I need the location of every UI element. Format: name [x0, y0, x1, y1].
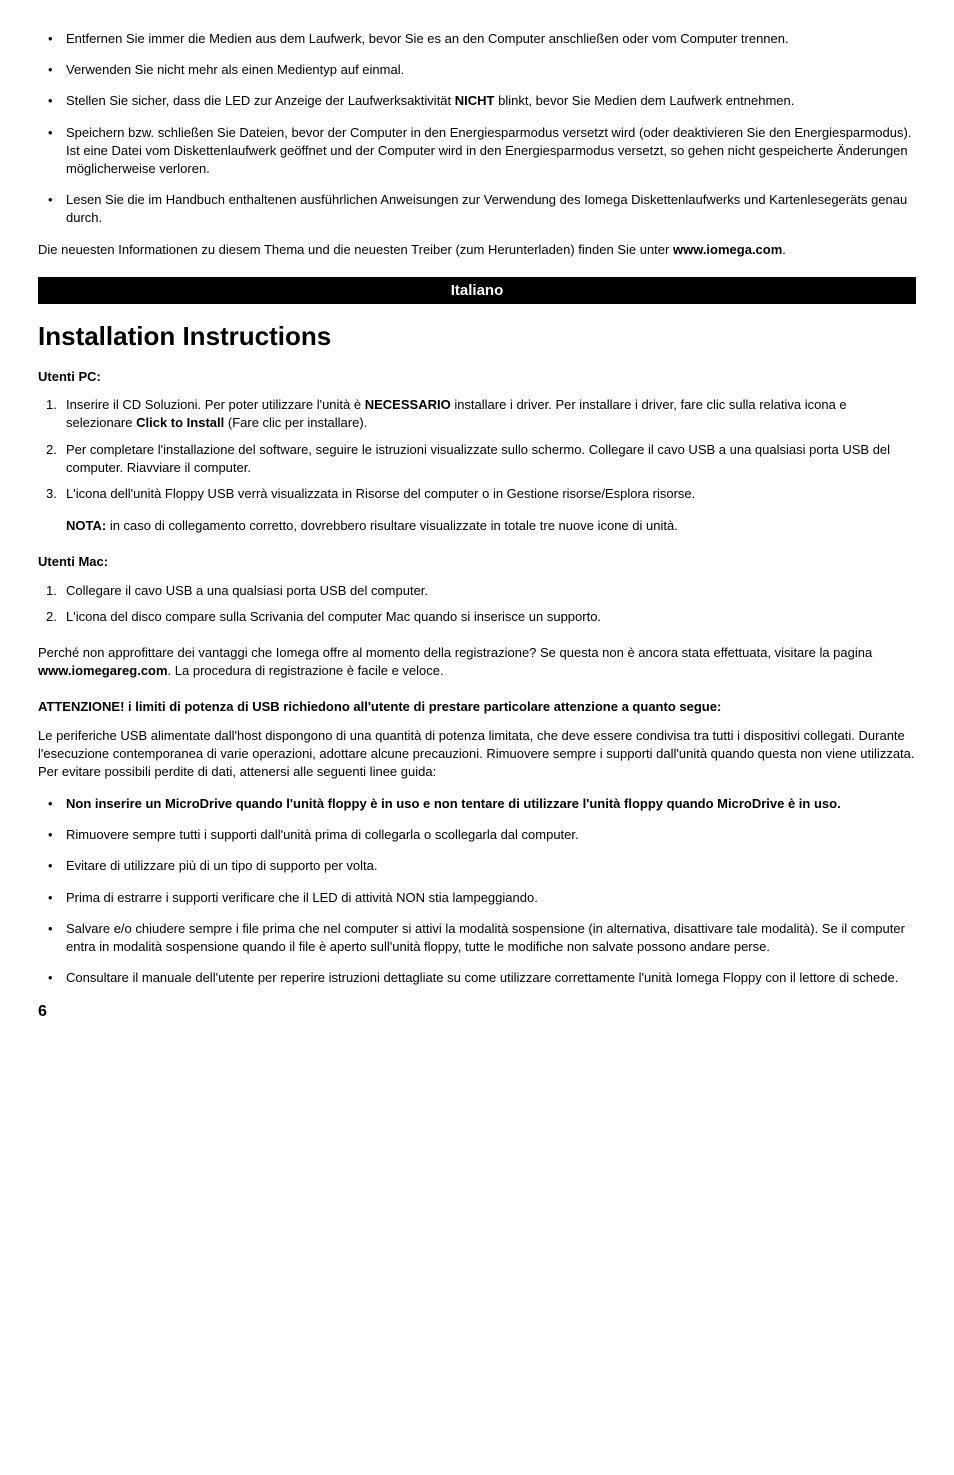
list-item: Stellen Sie sicher, dass die LED zur Anz… — [38, 92, 916, 110]
list-item: Non inserire un MicroDrive quando l'unit… — [38, 795, 916, 813]
german-bullet-list: Entfernen Sie immer die Medien aus dem L… — [38, 30, 916, 228]
list-item: Consultare il manuale dell'utente per re… — [38, 969, 916, 987]
attention-heading: ATTENZIONE! i limiti di potenza di USB r… — [38, 698, 916, 716]
italian-bullet-list: Non inserire un MicroDrive quando l'unit… — [38, 795, 916, 987]
pc-note-text: NOTA: in caso di collegamento corretto, … — [38, 517, 916, 535]
mac-users-label: Utenti Mac: — [38, 553, 916, 571]
pc-users-label: Utenti PC: — [38, 368, 916, 386]
list-item: Per completare l'installazione del softw… — [38, 441, 916, 477]
list-item: Collegare il cavo USB a una qualsiasi po… — [38, 582, 916, 600]
attention-paragraph: Le periferiche USB alimentate dall'host … — [38, 727, 916, 782]
list-item: Lesen Sie die im Handbuch enthaltenen au… — [38, 191, 916, 227]
list-item: L'icona dell'unità Floppy USB verrà visu… — [38, 485, 916, 503]
list-item: Speichern bzw. schließen Sie Dateien, be… — [38, 124, 916, 179]
list-item: L'icona del disco compare sulla Scrivani… — [38, 608, 916, 626]
language-section-bar: Italiano — [38, 277, 916, 304]
list-item: Verwenden Sie nicht mehr als einen Medie… — [38, 61, 916, 79]
list-item: Rimuovere sempre tutti i supporti dall'u… — [38, 826, 916, 844]
page-title: Installation Instructions — [38, 318, 916, 354]
page-number: 6 — [38, 1001, 916, 1023]
mac-steps-list: Collegare il cavo USB a una qualsiasi po… — [38, 582, 916, 626]
list-item: Evitare di utilizzare più di un tipo di … — [38, 857, 916, 875]
pc-steps-list: Inserire il CD Soluzioni. Per poter util… — [38, 396, 916, 503]
list-item: Salvare e/o chiudere sempre i file prima… — [38, 920, 916, 956]
list-item: Prima di estrarre i supporti verificare … — [38, 889, 916, 907]
registration-paragraph: Perché non approfittare dei vantaggi che… — [38, 644, 916, 680]
german-footer-text: Die neuesten Informationen zu diesem The… — [38, 241, 916, 259]
list-item: Inserire il CD Soluzioni. Per poter util… — [38, 396, 916, 432]
list-item: Entfernen Sie immer die Medien aus dem L… — [38, 30, 916, 48]
